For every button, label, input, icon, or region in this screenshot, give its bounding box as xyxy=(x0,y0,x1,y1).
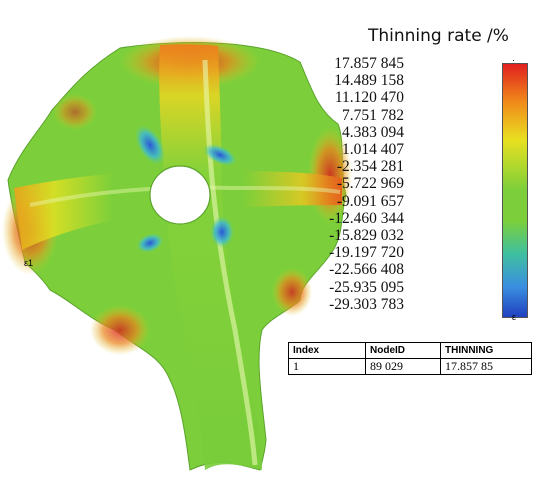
legend-tick-label: 4.383 094 xyxy=(342,123,404,141)
rib-highlight-horizontal xyxy=(29,185,341,207)
legend-tick-label: -2.354 281 xyxy=(336,158,404,176)
table-row: 1 89 029 17.857 85 xyxy=(288,358,532,375)
cell-index: 1 xyxy=(288,358,366,375)
hot-zone-bottom-right xyxy=(272,268,312,316)
header-thinning: THINNING xyxy=(440,342,532,359)
legend-tick-label: 7.751 782 xyxy=(342,106,404,124)
colorbar-max-marker: · xyxy=(512,55,515,65)
thin-zone-upper-right xyxy=(203,143,237,167)
thin-zone-upper-left xyxy=(134,125,166,165)
colorbar-min-marker: ε xyxy=(512,312,517,322)
thin-zone-lower-left xyxy=(136,233,164,253)
legend-tick-label: 11.120 470 xyxy=(334,89,404,107)
legend-tick-label: -15.829 032 xyxy=(329,227,404,244)
legend-tick-label: -29.303 783 xyxy=(329,295,404,313)
rib-highlight-vertical xyxy=(202,59,258,466)
legend-tick-label: -25.935 095 xyxy=(329,278,404,296)
legend-title: Thinning rate /% xyxy=(368,26,509,46)
center-hole xyxy=(149,165,211,225)
cell-nodeid: 89 029 xyxy=(365,358,441,375)
legend-tick-label: -9.091 657 xyxy=(336,192,404,210)
vertical-rib xyxy=(159,44,262,471)
probe-table: Index NodeID THINNING 1 89 029 17.857 85 xyxy=(288,342,532,375)
hot-zone-bottom-left xyxy=(90,305,150,355)
legend-tick-label: -22.566 408 xyxy=(329,261,404,279)
legend-tick-label: -5.722 969 xyxy=(336,175,404,193)
thin-zone-lower-right xyxy=(210,216,234,248)
legend-tick-label: -12.460 344 xyxy=(329,209,404,227)
probe-table-header-row: Index NodeID THINNING xyxy=(288,342,532,359)
header-index: Index xyxy=(288,342,366,359)
cell-thinning: 17.857 85 xyxy=(440,358,532,375)
header-nodeid: NodeID xyxy=(365,342,441,359)
legend-tick-label: 14.489 158 xyxy=(334,72,404,90)
legend-tick-label: 1.014 407 xyxy=(342,141,404,158)
legend-tick-label: 17.857 845 xyxy=(334,55,404,72)
node-marker-label: ε1 xyxy=(24,258,34,268)
legend-tick-label: -19.197 720 xyxy=(329,244,404,262)
hot-zone-upper-left xyxy=(53,94,97,130)
colorbar xyxy=(502,63,528,318)
